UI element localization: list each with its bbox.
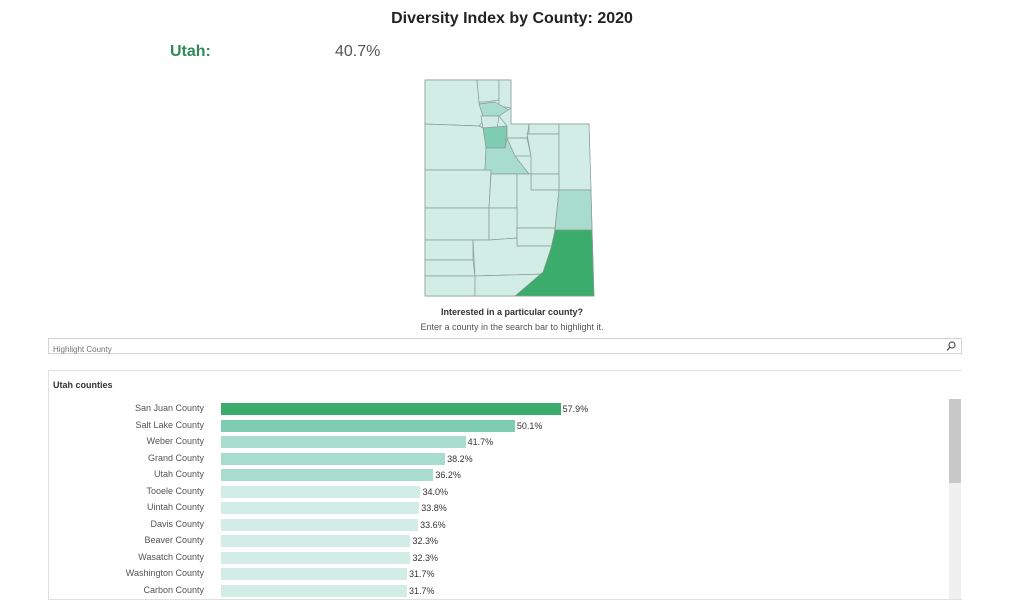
county-bar-label: Washington County [125,568,204,578]
county-bar-row[interactable]: San Juan County 57.9% [49,401,949,418]
county-bar-label: Tooele County [146,485,204,496]
map-county-davis [480,115,500,129]
county-bar[interactable] [221,551,411,564]
county-bar-value: 32.3% [412,552,439,563]
county-bar-row[interactable]: Uintah County 33.8% [49,500,949,517]
county-bar[interactable] [221,518,419,531]
county-bar-value: 34.0% [422,486,448,497]
map-county-duchesne [526,133,560,175]
utah-county-map[interactable] [419,78,599,300]
county-bar-label: Grand County [147,452,204,463]
map-county-cache [476,79,500,103]
search-icon[interactable] [945,340,957,352]
map-county-daggett [528,123,560,135]
county-bar[interactable] [221,584,407,597]
county-bar-value: 33.8% [421,503,447,513]
county-list-panel: Utah counties San Juan County 57.9% Salt L… [48,370,962,600]
map-county-sevier [488,207,518,241]
county-bar-row[interactable]: Weber County 41.7% [49,434,949,451]
county-bar-label: Utah County [153,469,204,479]
county-bar[interactable] [221,469,434,481]
county-bar-row[interactable]: Beaver County 32.3% [49,533,949,550]
map-county-iron [424,259,476,277]
county-bar-value: 57.9% [562,404,589,414]
county-bar-row[interactable]: Salt Lake County 50.1% [49,418,949,435]
county-bar-label: Wasatch County [138,551,204,562]
map-county-uintah [558,123,592,191]
county-bar-value: 50.1% [516,420,543,431]
map-county-salt-lake [482,125,508,149]
dashboard-title: Diversity Index by County: 2020 [391,10,633,27]
county-bar-value: 38.2% [447,453,473,464]
map-county-rich [498,79,512,109]
county-bar[interactable] [221,436,466,448]
county-bar-label: Beaver County [144,535,204,545]
county-bar[interactable] [221,535,411,547]
map-county-beaver [424,239,474,261]
map-county-millard [424,207,490,241]
highlight-county-search[interactable] [48,338,962,357]
state-name: Utah: [170,43,211,60]
county-bar-label: San Juan County [134,403,204,413]
county-bar-value: 31.7% [408,569,435,579]
county-bar-label: Weber County [146,436,204,446]
county-bar[interactable] [221,485,421,498]
county-bar-label: Salt Lake County [135,419,204,430]
county-bar-value: 31.7% [408,585,435,596]
county-bar-row[interactable]: Grand County 38.2% [49,451,949,468]
county-bar-value: 33.6% [420,519,446,530]
list-scrollbar-thumb[interactable] [949,399,961,483]
county-bar-row[interactable]: Carbon County 31.7% [49,583,949,600]
map-county-box-elder [424,79,485,127]
county-bar[interactable] [221,452,446,465]
search-prompt-title: Interested in a particular county? [440,307,584,317]
county-bar-value: 36.2% [435,470,461,480]
county-list-heading: Utah counties [53,380,113,390]
county-bar-value: 41.7% [467,437,494,447]
map-county-tooele [424,123,487,171]
county-bar-row[interactable]: Washington County 31.7% [49,566,949,583]
map-county-washington [424,275,476,297]
list-scrollbar[interactable] [949,399,961,599]
map-county-sanpete [488,173,518,209]
county-bar-row[interactable]: Tooele County 34.0% [49,484,949,501]
county-bar[interactable] [221,502,420,514]
map-county-summit [498,107,530,139]
county-bar-label: Uintah County [146,502,204,512]
map-county-grand [554,189,593,231]
county-bar-value: 32.3% [412,536,439,546]
county-bar[interactable] [221,419,515,432]
county-bar-row[interactable]: Utah County 36.2% [49,467,949,484]
map-county-juab [424,169,492,209]
map-county-wayne [516,227,556,247]
highlight-county-input[interactable] [49,342,929,357]
county-bar[interactable] [221,403,561,415]
search-prompt-subtitle: Enter a county in the search bar to high… [420,322,604,332]
state-diversity-value: 40.7% [335,43,381,60]
county-bar-chart: San Juan County 57.9% Salt Lake County 50.1… [49,401,949,599]
county-bar-row[interactable]: Wasatch County 32.3% [49,550,949,567]
map-county-carbon [530,173,560,191]
map-county-san-juan [514,229,595,297]
county-bar-label: Carbon County [143,584,204,595]
county-bar-label: Davis County [150,518,204,529]
county-bar[interactable] [221,568,407,580]
county-bar-row[interactable]: Davis County 33.6% [49,517,949,534]
